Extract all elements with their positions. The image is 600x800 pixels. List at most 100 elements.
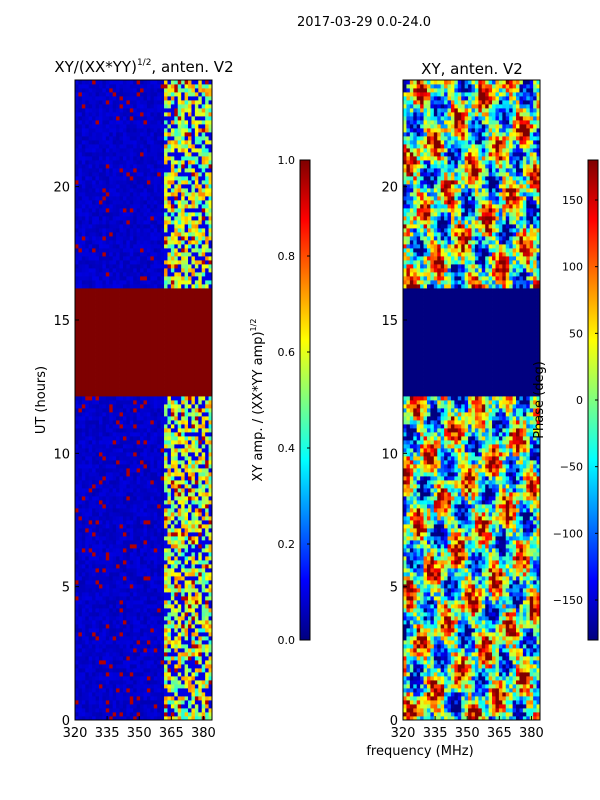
- heatmap-cell: [191, 404, 196, 409]
- heatmap-cell: [164, 324, 168, 329]
- heatmap-cell: [109, 644, 114, 649]
- heatmap-cell: [85, 400, 90, 405]
- heatmap-cell: [177, 368, 182, 373]
- heatmap-cell: [102, 528, 107, 533]
- heatmap-cell: [143, 400, 148, 405]
- heatmap-cell: [208, 392, 213, 397]
- heatmap-cell: [198, 640, 203, 645]
- heatmap-cell: [153, 472, 158, 477]
- heatmap-cell: [136, 356, 141, 361]
- heatmap-cell: [181, 620, 185, 625]
- heatmap-cell: [157, 492, 162, 497]
- heatmap-cell: [92, 616, 96, 621]
- heatmap-cell: [167, 236, 172, 241]
- heatmap-cell: [109, 352, 114, 357]
- heatmap-cell: [112, 424, 117, 429]
- heatmap-cell: [126, 572, 131, 577]
- heatmap-cell: [126, 556, 131, 561]
- heatmap-cell: [208, 548, 213, 553]
- heatmap-cell: [102, 612, 107, 617]
- heatmap-cell: [126, 512, 131, 517]
- heatmap-cell: [136, 652, 141, 657]
- heatmap-cell: [122, 320, 127, 325]
- heatmap-cell: [160, 224, 165, 229]
- heatmap-cell: [184, 304, 189, 309]
- heatmap-cell: [112, 552, 117, 557]
- heatmap-cell: [98, 496, 103, 501]
- heatmap-cell: [177, 512, 182, 517]
- heatmap-cell: [92, 620, 96, 625]
- heatmap-cell: [81, 392, 86, 397]
- heatmap-cell: [194, 672, 199, 677]
- heatmap-cell: [81, 696, 86, 701]
- heatmap-cell: [92, 380, 96, 385]
- heatmap-cell: [201, 496, 206, 501]
- heatmap-cell: [170, 616, 175, 621]
- heatmap-cell: [136, 456, 141, 461]
- heatmap-cell: [184, 336, 189, 341]
- heatmap-cell: [198, 660, 203, 665]
- heatmap-cell: [150, 668, 155, 673]
- heatmap-cell: [129, 560, 134, 565]
- heatmap-cell: [140, 236, 144, 241]
- heatmap-cell: [109, 432, 114, 437]
- heatmap-cell: [109, 608, 114, 613]
- heatmap-cell: [119, 472, 124, 477]
- heatmap-cell: [184, 296, 189, 301]
- heatmap-cell: [95, 408, 100, 413]
- heatmap-cell: [191, 536, 196, 541]
- heatmap-cell: [105, 296, 110, 301]
- heatmap-cell: [188, 712, 192, 717]
- heatmap-cell: [164, 368, 168, 373]
- heatmap-cell: [102, 636, 107, 641]
- heatmap-cell: [201, 696, 206, 701]
- heatmap-cell: [164, 580, 168, 585]
- heatmap-cell: [119, 716, 124, 721]
- heatmap-cell: [153, 376, 158, 381]
- heatmap-cell: [167, 288, 172, 293]
- heatmap-cell: [85, 336, 90, 341]
- heatmap-cell: [181, 348, 185, 353]
- heatmap-cell: [143, 356, 148, 361]
- heatmap-cell: [146, 320, 151, 325]
- heatmap-cell: [81, 564, 86, 569]
- heatmap-cell: [75, 336, 79, 341]
- heatmap-cell: [181, 384, 185, 389]
- heatmap-cell: [146, 520, 151, 525]
- heatmap-cell: [184, 356, 189, 361]
- heatmap-cell: [143, 444, 148, 449]
- heatmap-cell: [153, 420, 158, 425]
- heatmap-cell: [201, 316, 206, 321]
- heatmap-cell: [167, 524, 172, 529]
- heatmap-cell: [198, 308, 203, 313]
- heatmap-cell: [177, 576, 182, 581]
- heatmap-cell: [194, 340, 199, 345]
- heatmap-cell: [129, 400, 134, 405]
- heatmap-cell: [136, 576, 141, 581]
- heatmap-cell: [98, 296, 103, 301]
- heatmap-cell: [150, 628, 155, 633]
- heatmap-cell: [112, 556, 117, 561]
- heatmap-cell: [122, 488, 127, 493]
- heatmap-cell: [140, 232, 144, 237]
- heatmap-cell: [116, 256, 120, 261]
- heatmap-cell: [133, 552, 138, 557]
- heatmap-cell: [191, 708, 196, 713]
- heatmap-cell: [92, 360, 96, 365]
- heatmap-cell: [133, 324, 138, 329]
- heatmap-cell: [143, 376, 148, 381]
- heatmap-cell: [92, 528, 96, 533]
- heatmap-cell: [205, 716, 209, 721]
- heatmap-cell: [126, 388, 131, 393]
- heatmap-cell: [143, 604, 148, 609]
- heatmap-cell: [150, 636, 155, 641]
- heatmap-cell: [102, 292, 107, 297]
- heatmap-cell: [150, 616, 155, 621]
- heatmap-cell: [122, 336, 127, 341]
- heatmap-cell: [116, 688, 120, 693]
- heatmap-cell: [109, 556, 114, 561]
- heatmap-cell: [170, 452, 175, 457]
- heatmap-cell: [116, 388, 120, 393]
- heatmap-cell: [98, 444, 103, 449]
- heatmap-cell: [150, 244, 155, 249]
